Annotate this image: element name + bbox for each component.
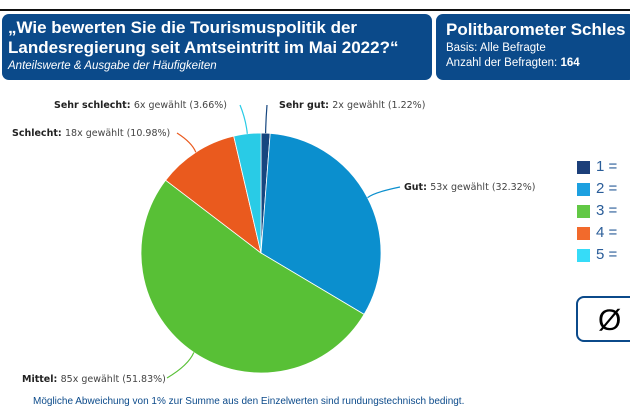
legend-label: 4 =: [596, 224, 618, 241]
legend-item: 3 =: [577, 202, 630, 219]
legend-label: 5 =: [596, 246, 618, 263]
legend-swatch: [577, 204, 590, 218]
slice-label: Sehr schlecht: 6x gewählt (3.66%): [54, 100, 227, 111]
panel-count: Anzahl der Befragten: 164: [446, 57, 580, 69]
survey-info-panel: Politbarometer Schles Basis: Alle Befrag…: [436, 14, 630, 80]
average-button[interactable]: Ø: [576, 296, 630, 342]
footnote: Mögliche Abweichung von 1% zur Summe aus…: [33, 396, 465, 407]
panel-basis: Basis: Alle Befragte: [446, 42, 546, 54]
legend-label: 1 =: [596, 158, 618, 175]
leader-line: [239, 104, 248, 134]
legend-item: 5 =: [577, 246, 630, 263]
legend-swatch: [577, 226, 590, 240]
pie-slice-gut[interactable]: [260, 132, 382, 315]
slice-label: Mittel: 85x gewählt (51.83%): [22, 374, 166, 385]
legend-item: 2 =: [577, 180, 630, 197]
legend-label: 2 =: [596, 180, 618, 197]
legend-item: 4 =: [577, 224, 630, 241]
legend-swatch: [577, 160, 590, 174]
legend-label: 3 =: [596, 202, 618, 219]
slice-label: Schlecht: 18x gewählt (10.98%): [12, 128, 170, 139]
count-value: 164: [560, 57, 580, 69]
pie-slice-schlecht[interactable]: [165, 135, 262, 254]
leader-line: [166, 352, 195, 379]
pie-slice-mittel[interactable]: [140, 179, 365, 374]
legend-swatch: [577, 182, 590, 196]
panel-title: Politbarometer Schles: [446, 20, 626, 39]
legend-swatch: [577, 248, 590, 262]
top-divider: [0, 9, 630, 11]
pie-slice-sehr-schlecht[interactable]: [233, 132, 262, 254]
question-header: „Wie bewerten Sie die Tourismuspolitik d…: [2, 14, 432, 80]
slice-label: Sehr gut: 2x gewählt (1.22%): [279, 100, 425, 111]
leader-line: [367, 186, 401, 199]
count-label: Anzahl der Befragten:: [446, 57, 558, 69]
leader-line: [176, 132, 197, 153]
leader-line: [264, 104, 268, 134]
slice-label: Gut: 53x gewählt (32.32%): [404, 182, 535, 193]
question-title: „Wie bewerten Sie die Tourismuspolitik d…: [8, 18, 399, 57]
legend-item: 1 =: [577, 158, 630, 175]
question-subtitle: Anteilswerte & Ausgabe der Häufigkeiten: [8, 60, 217, 72]
